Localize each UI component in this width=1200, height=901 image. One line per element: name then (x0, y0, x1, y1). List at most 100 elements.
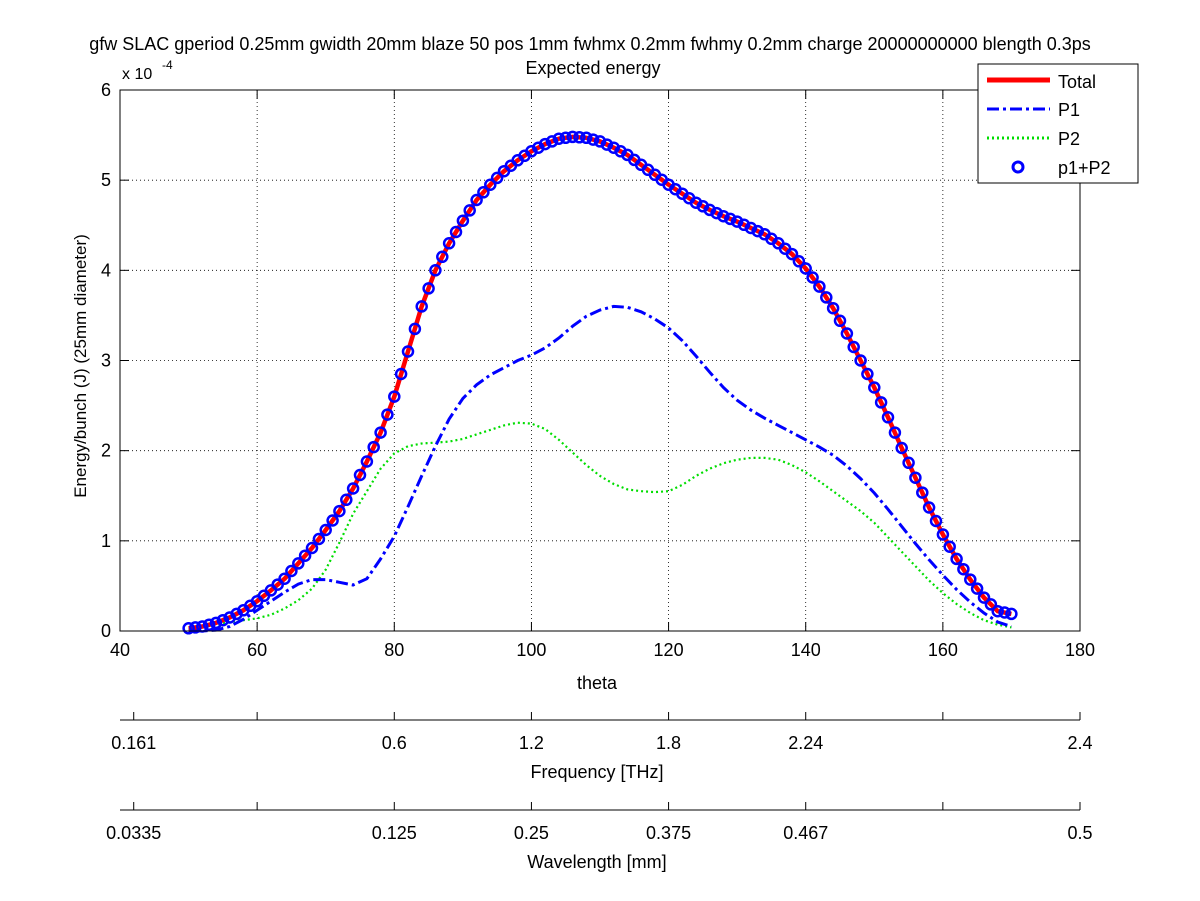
series-p1p2-marker (319, 523, 332, 537)
y-tick-label: 0 (101, 621, 111, 641)
wavelength-axis-label: Wavelength [mm] (527, 852, 666, 872)
secondary-axis-tick-label: 0.375 (646, 823, 691, 843)
x-tick-label: 40 (110, 640, 130, 660)
series-p1p2-marker (422, 282, 435, 295)
series-p1p2-marker (394, 367, 408, 381)
series-p1p2-marker (895, 441, 908, 455)
series-p1p2-marker (463, 204, 476, 217)
series-p1p2-marker (813, 280, 826, 293)
y-tick-label: 3 (101, 351, 111, 371)
secondary-axis-tick-label: 0.6 (382, 733, 407, 753)
legend-p2-label: P2 (1058, 129, 1080, 149)
series-p1p2-marker (792, 255, 806, 268)
series-p1p2-marker (840, 327, 854, 340)
series-p1p2-marker (285, 564, 298, 578)
series-p1p2-marker (333, 504, 346, 518)
series-p2-line (188, 421, 1012, 631)
series-p1p2-marker (436, 250, 449, 264)
series-p1p2-marker (950, 552, 963, 566)
series-p1p2-marker (477, 186, 490, 199)
series-p1p2-marker (806, 271, 819, 284)
secondary-axis-tick-label: 0.467 (783, 823, 828, 843)
series-p1p2-marker (401, 345, 415, 358)
x-tick-label: 180 (1065, 640, 1095, 660)
series-p1p2-marker (545, 135, 559, 148)
axis-ticks: 40 60 80 100 120 140 160 180 0 1 2 3 4 5 6 (101, 80, 1095, 660)
series-p1p2-marker (970, 582, 984, 595)
series-p1p2-marker (559, 131, 572, 145)
series-p1p2-marker (298, 549, 312, 562)
series-p1p2-marker (573, 131, 586, 144)
series-p1p2-marker (868, 381, 881, 394)
series-p1p2-marker (710, 206, 723, 220)
secondary-axis-tick-label: 1.2 (519, 733, 544, 753)
series-p1p2-marker (586, 133, 600, 146)
series-p1p2-marker (189, 621, 202, 634)
series-layer (182, 130, 1018, 635)
series-p1p2-marker (456, 214, 470, 227)
secondary-axis-tick-label: 0.161 (111, 733, 156, 753)
secondary-axis-tick-label: 0.0335 (106, 823, 161, 843)
secondary-axis-tick-label: 0.5 (1067, 823, 1092, 843)
series-p1p2-marker (916, 486, 929, 499)
series-p1-line (188, 304, 1012, 633)
series-p1p2-marker (312, 532, 326, 546)
x-tick-label: 100 (516, 640, 546, 660)
x-tick-label: 120 (654, 640, 684, 660)
x-tick-label: 60 (247, 640, 267, 660)
series-p1p2-marker (909, 471, 922, 484)
x-tick-label: 140 (791, 640, 821, 660)
series-p1p2-marker (278, 572, 291, 585)
series-p1p2-marker (943, 540, 956, 553)
series-p1p2-marker (209, 616, 223, 630)
series-p1p2-marker (724, 212, 737, 226)
series-p1p2-marker (381, 408, 394, 421)
series-p1p2-marker (847, 340, 860, 354)
series-p1p2-marker (449, 225, 463, 239)
legend-box (977, 63, 1139, 184)
series-p1p2-marker (484, 178, 497, 191)
series-p1p2-marker (984, 598, 998, 611)
series-p1p2-marker (326, 514, 339, 527)
series-p1p2-marker (340, 493, 353, 507)
x-tick-label: 80 (384, 640, 404, 660)
series-p1p2-marker (957, 562, 970, 576)
series-p1p2-marker (820, 291, 833, 304)
series-p1p2-marker (305, 541, 319, 555)
series-p1p2-marker (429, 264, 442, 277)
x-axis-label: theta (577, 673, 618, 693)
legend-p1-label: P1 (1058, 100, 1080, 120)
secondary-axes: 0.161 0.6 1.2 1.8 2.24 2.4 0.0335 0.125 0.25 0.37… (106, 712, 1093, 843)
series-p1p2-marker (991, 604, 1004, 618)
y-tick-label: 1 (101, 531, 111, 551)
series-p1p2-marker (202, 618, 216, 631)
y-tick-label: 6 (101, 80, 111, 100)
legend: Total P1 P2 p1+P2 (977, 63, 1139, 184)
series-p1p2-marker (964, 573, 977, 586)
series-p1p2-marker (552, 132, 566, 145)
secondary-axis-tick-label: 1.8 (656, 733, 681, 753)
series-p1p2-marker (353, 468, 367, 482)
series-p1p2-marker (415, 300, 428, 313)
series-p1p2-marker (490, 171, 504, 185)
secondary-axis-tick-label: 0.125 (372, 823, 417, 843)
series-p1p2-marker (367, 440, 380, 454)
series-p1p2-marker (854, 354, 867, 367)
series-p1p2-marker (936, 528, 950, 541)
series-p1p2-marker (998, 606, 1011, 619)
series-p1p2-marker (799, 262, 812, 275)
series-p1p2-marker (182, 622, 195, 635)
legend-p1p2-swatch (1011, 160, 1025, 174)
y-axis-label: Energy/bunch (J) (25mm diameter) (71, 234, 90, 498)
series-p1p2-marker (881, 411, 895, 424)
series-p1p2-marker (360, 455, 374, 468)
y-tick-label: 2 (101, 441, 111, 461)
series-p1p2-marker (929, 514, 943, 528)
series-p1p2-marker (703, 203, 716, 217)
grid-lines (120, 90, 1080, 631)
legend-total-label: Total (1058, 72, 1096, 92)
series-p1p2-marker (977, 591, 991, 604)
series-p1p2-marker (442, 237, 456, 250)
series-p1p2-marker (737, 218, 751, 232)
